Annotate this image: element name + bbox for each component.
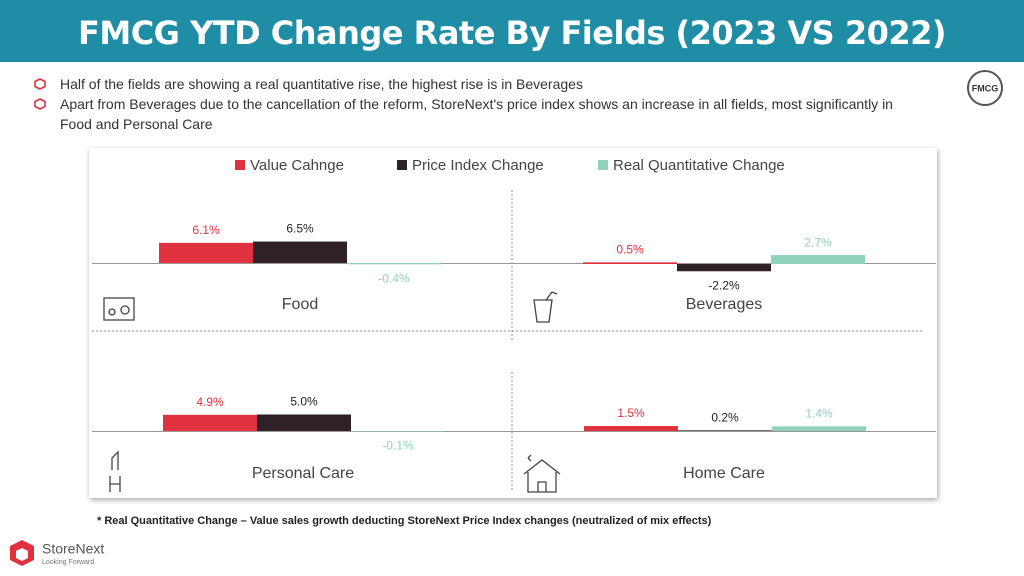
bar — [678, 430, 772, 431]
logo-tagline: Looking Forward — [42, 559, 94, 566]
icons — [103, 291, 561, 493]
panel-label: Food — [282, 296, 318, 313]
bar — [584, 426, 678, 431]
legend-label: Price Index Change — [412, 157, 544, 174]
bar — [771, 255, 865, 264]
bar — [677, 264, 771, 272]
footnote: * Real Quantitative Change – Value sales… — [97, 515, 712, 527]
legend-swatch — [397, 160, 407, 170]
icon-home-care — [523, 454, 561, 493]
legend-label: Real Quantitative Change — [613, 157, 785, 174]
logo-name: StoreNext — [42, 541, 104, 557]
value-label: 1.4% — [805, 407, 833, 421]
bar — [257, 414, 351, 431]
panel-label: Home Care — [683, 465, 765, 482]
legend-label: Value Cahnge — [250, 157, 344, 174]
panel-label: Personal Care — [252, 465, 354, 482]
icon-personal-care — [109, 450, 121, 492]
value-label: 5.0% — [290, 395, 318, 409]
value-label: 4.9% — [196, 395, 224, 409]
bar — [772, 426, 866, 431]
bar — [163, 414, 257, 431]
icon-beverages — [533, 291, 558, 323]
logo: StoreNext Looking Forward — [10, 540, 104, 566]
bullet-list: Half of the fields are showing a real qu… — [34, 74, 910, 134]
value-label: -0.1% — [382, 439, 414, 453]
legend-swatch — [598, 160, 608, 170]
value-label: 6.5% — [286, 222, 314, 236]
value-label: 0.2% — [711, 411, 739, 425]
legend-swatch — [235, 160, 245, 170]
chart-box — [89, 148, 937, 498]
bar — [253, 241, 347, 263]
bullet: Apart from Beverages due to the cancella… — [34, 94, 910, 134]
value-label: 2.7% — [804, 235, 832, 249]
badge-text: FMCG — [972, 83, 999, 93]
bar — [159, 242, 253, 263]
bullet-icon — [34, 98, 46, 110]
value-label: 6.1% — [192, 223, 220, 237]
slide-title: FMCG YTD Change Rate By Fields (2023 VS … — [0, 0, 1024, 62]
value-label: -2.2% — [708, 278, 740, 292]
bullet-text: Half of the fields are showing a real qu… — [60, 76, 583, 92]
icon-food — [103, 297, 135, 321]
bar — [351, 431, 445, 432]
value-label: 0.5% — [616, 243, 644, 257]
value-label: -0.4% — [378, 271, 410, 285]
badge: FMCG — [967, 70, 1003, 106]
bar — [347, 263, 441, 265]
value-label: 1.5% — [617, 406, 645, 420]
bullet: Half of the fields are showing a real qu… — [34, 74, 910, 94]
bullet-text: Apart from Beverages due to the cancella… — [60, 96, 893, 132]
bar — [583, 262, 677, 264]
bullet-icon — [34, 78, 46, 90]
panel-label: Beverages — [686, 296, 763, 313]
